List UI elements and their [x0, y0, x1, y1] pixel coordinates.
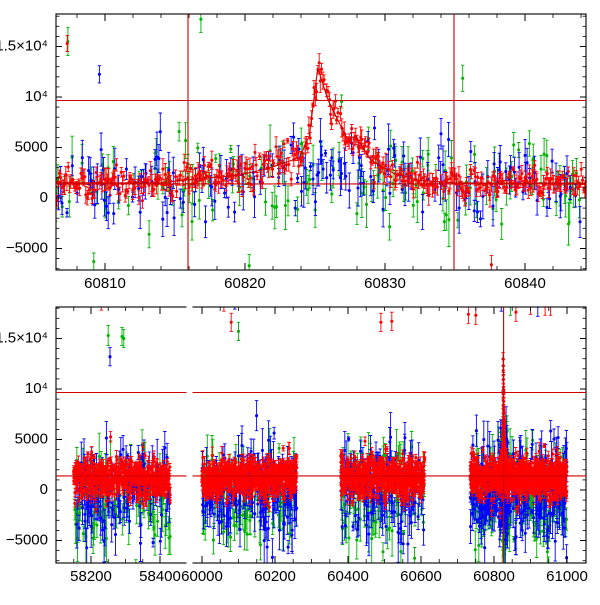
svg-text:5000: 5000 — [15, 139, 48, 156]
svg-text:0: 0 — [40, 481, 48, 498]
svg-text:60840: 60840 — [504, 275, 546, 292]
svg-text:60600: 60600 — [400, 568, 442, 585]
svg-text:5000: 5000 — [15, 431, 48, 448]
svg-text:60830: 60830 — [364, 275, 406, 292]
svg-text:58400: 58400 — [139, 568, 181, 585]
svg-text:60820: 60820 — [224, 275, 266, 292]
svg-text:61000: 61000 — [546, 568, 588, 585]
svg-text:10⁴: 10⁴ — [25, 380, 48, 397]
svg-text:58200: 58200 — [70, 568, 112, 585]
svg-text:−5000: −5000 — [6, 240, 48, 257]
svg-text:60200: 60200 — [254, 568, 296, 585]
svg-text:60000: 60000 — [181, 568, 223, 585]
svg-text:1.5×10⁴: 1.5×10⁴ — [0, 330, 48, 347]
svg-text:0: 0 — [40, 189, 48, 206]
svg-text:60810: 60810 — [84, 275, 126, 292]
svg-text:60800: 60800 — [473, 568, 515, 585]
svg-text:10⁴: 10⁴ — [25, 88, 48, 105]
svg-text:−5000: −5000 — [6, 532, 48, 549]
svg-text:1.5×10⁴: 1.5×10⁴ — [0, 38, 48, 55]
svg-text:60400: 60400 — [327, 568, 369, 585]
